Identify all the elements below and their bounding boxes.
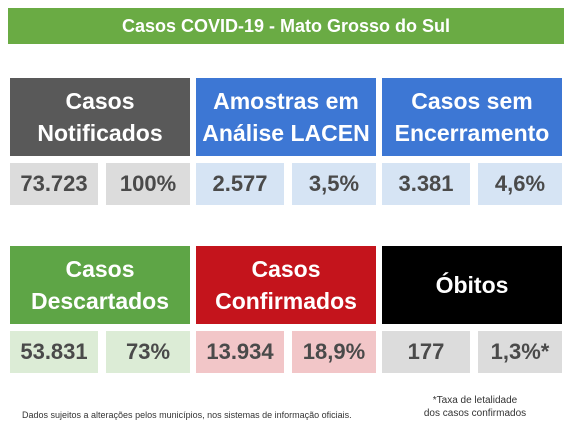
- card-value: 73.723: [10, 163, 98, 205]
- card-casos-notificados: Casos Notificados 73.723 100%: [10, 78, 190, 205]
- card-header: Casos Notificados: [10, 78, 190, 156]
- card-header: Amostras em Análise LACEN: [196, 78, 376, 156]
- card-header: Casos Descartados: [10, 246, 190, 324]
- card-percent: 4,6%: [478, 163, 562, 205]
- card-percent: 73%: [106, 331, 190, 373]
- card-casos-sem-encerramento: Casos sem Encerramento 3.381 4,6%: [382, 78, 562, 205]
- card-header: Casos sem Encerramento: [382, 78, 562, 156]
- card-label: Casos Notificados: [37, 88, 163, 146]
- card-value: 53.831: [10, 331, 98, 373]
- card-label: Amostras em Análise LACEN: [202, 88, 370, 146]
- card-percent: 18,9%: [292, 331, 376, 373]
- card-value: 2.577: [196, 163, 284, 205]
- page-title: Casos COVID-19 - Mato Grosso do Sul: [121, 15, 451, 36]
- card-label: Casos sem Encerramento: [394, 88, 550, 146]
- card-casos-confirmados: Casos Confirmados 13.934 18,9%: [196, 246, 376, 373]
- card-value: 3.381: [382, 163, 470, 205]
- footnote-line: dos casos confirmados: [423, 408, 527, 419]
- card-label: Casos Descartados: [30, 256, 170, 314]
- card-casos-descartados: Casos Descartados 53.831 73%: [10, 246, 190, 373]
- card-amostras-lacen: Amostras em Análise LACEN 2.577 3,5%: [196, 78, 376, 205]
- footnote-line: *Taxa de letalidade: [432, 395, 518, 406]
- card-percent: 1,3%*: [478, 331, 562, 373]
- lethality-footnote: *Taxa de letalidade dos casos confirmado…: [395, 394, 555, 420]
- card-label: Casos Confirmados: [215, 256, 357, 314]
- card-header: Casos Confirmados: [196, 246, 376, 324]
- card-value: 177: [382, 331, 470, 373]
- data-disclaimer: Dados sujeitos a alterações pelos municí…: [22, 410, 352, 420]
- card-obitos: Óbitos 177 1,3%*: [382, 246, 562, 373]
- card-percent: 100%: [106, 163, 190, 205]
- title-banner: Casos COVID-19 - Mato Grosso do Sul: [8, 8, 564, 44]
- card-header: Óbitos: [382, 246, 562, 324]
- card-percent: 3,5%: [292, 163, 376, 205]
- card-value: 13.934: [196, 331, 284, 373]
- card-label: Óbitos: [435, 272, 509, 298]
